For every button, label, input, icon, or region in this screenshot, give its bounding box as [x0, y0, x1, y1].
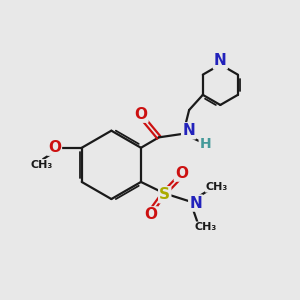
Text: S: S	[159, 187, 170, 202]
Text: H: H	[200, 136, 211, 151]
Text: O: O	[175, 166, 188, 181]
Text: N: N	[214, 53, 227, 68]
Text: O: O	[134, 107, 148, 122]
Text: N: N	[189, 196, 202, 211]
Text: CH₃: CH₃	[31, 160, 53, 170]
Text: O: O	[144, 207, 157, 222]
Text: N: N	[182, 123, 195, 138]
Text: CH₃: CH₃	[195, 222, 217, 233]
Text: CH₃: CH₃	[206, 182, 228, 192]
Text: O: O	[48, 140, 61, 155]
